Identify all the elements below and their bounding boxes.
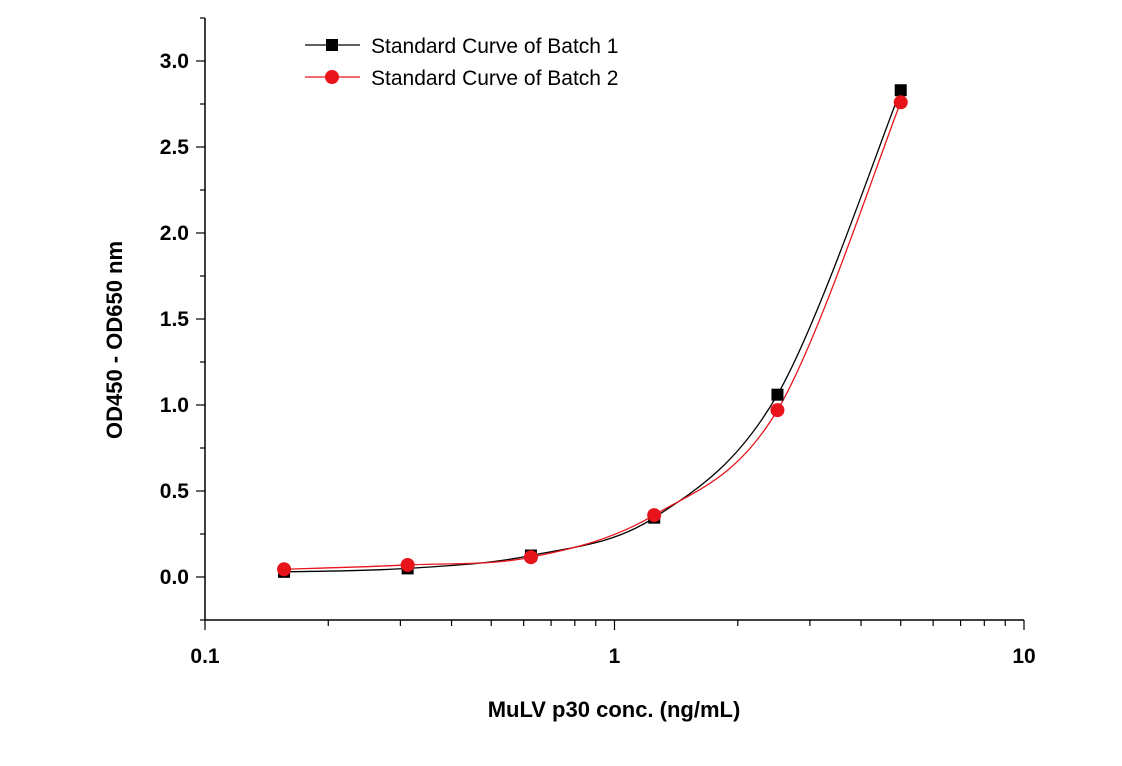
- data-point-batch-2: [893, 95, 908, 110]
- x-tick-label: 1: [609, 645, 621, 668]
- y-tick-label: 2.0: [160, 222, 189, 245]
- x-axis-label: MuLV p30 conc. (ng/mL): [488, 697, 741, 722]
- y-tick-label: 2.5: [160, 136, 190, 159]
- data-point-batch-2: [523, 550, 538, 565]
- y-tick-label: 1.0: [160, 394, 189, 417]
- x-tick-label: 0.1: [190, 645, 220, 668]
- data-point-batch-1: [894, 84, 907, 97]
- data-point-batch-2: [647, 508, 662, 523]
- y-tick-label: 3.0: [160, 50, 189, 73]
- axes: 0.0 0.5 1.0 1.5 2.0 2.5 3.0 0.1 1 10: [160, 17, 1036, 668]
- series-curve-1: [284, 89, 902, 573]
- series-layer: [277, 84, 908, 578]
- data-point-batch-2: [770, 403, 785, 418]
- legend: Standard Curve of Batch 1 Standard Curve …: [305, 35, 618, 90]
- series-curve-2: [284, 102, 902, 570]
- data-point-batch-1: [771, 388, 784, 401]
- y-axis-label: OD450 - OD650 nm: [102, 241, 127, 439]
- legend-circle-marker-icon: [325, 70, 339, 84]
- y-tick-label: 0.5: [160, 480, 190, 503]
- legend-label: Standard Curve of Batch 2: [371, 67, 618, 90]
- y-tick-label: 0.0: [160, 566, 189, 589]
- data-point-batch-2: [400, 557, 415, 572]
- x-tick-label: 10: [1012, 645, 1035, 668]
- y-tick-label: 1.5: [160, 308, 190, 331]
- legend-square-marker-icon: [326, 39, 338, 51]
- legend-label: Standard Curve of Batch 1: [371, 35, 618, 58]
- data-point-batch-2: [277, 562, 292, 577]
